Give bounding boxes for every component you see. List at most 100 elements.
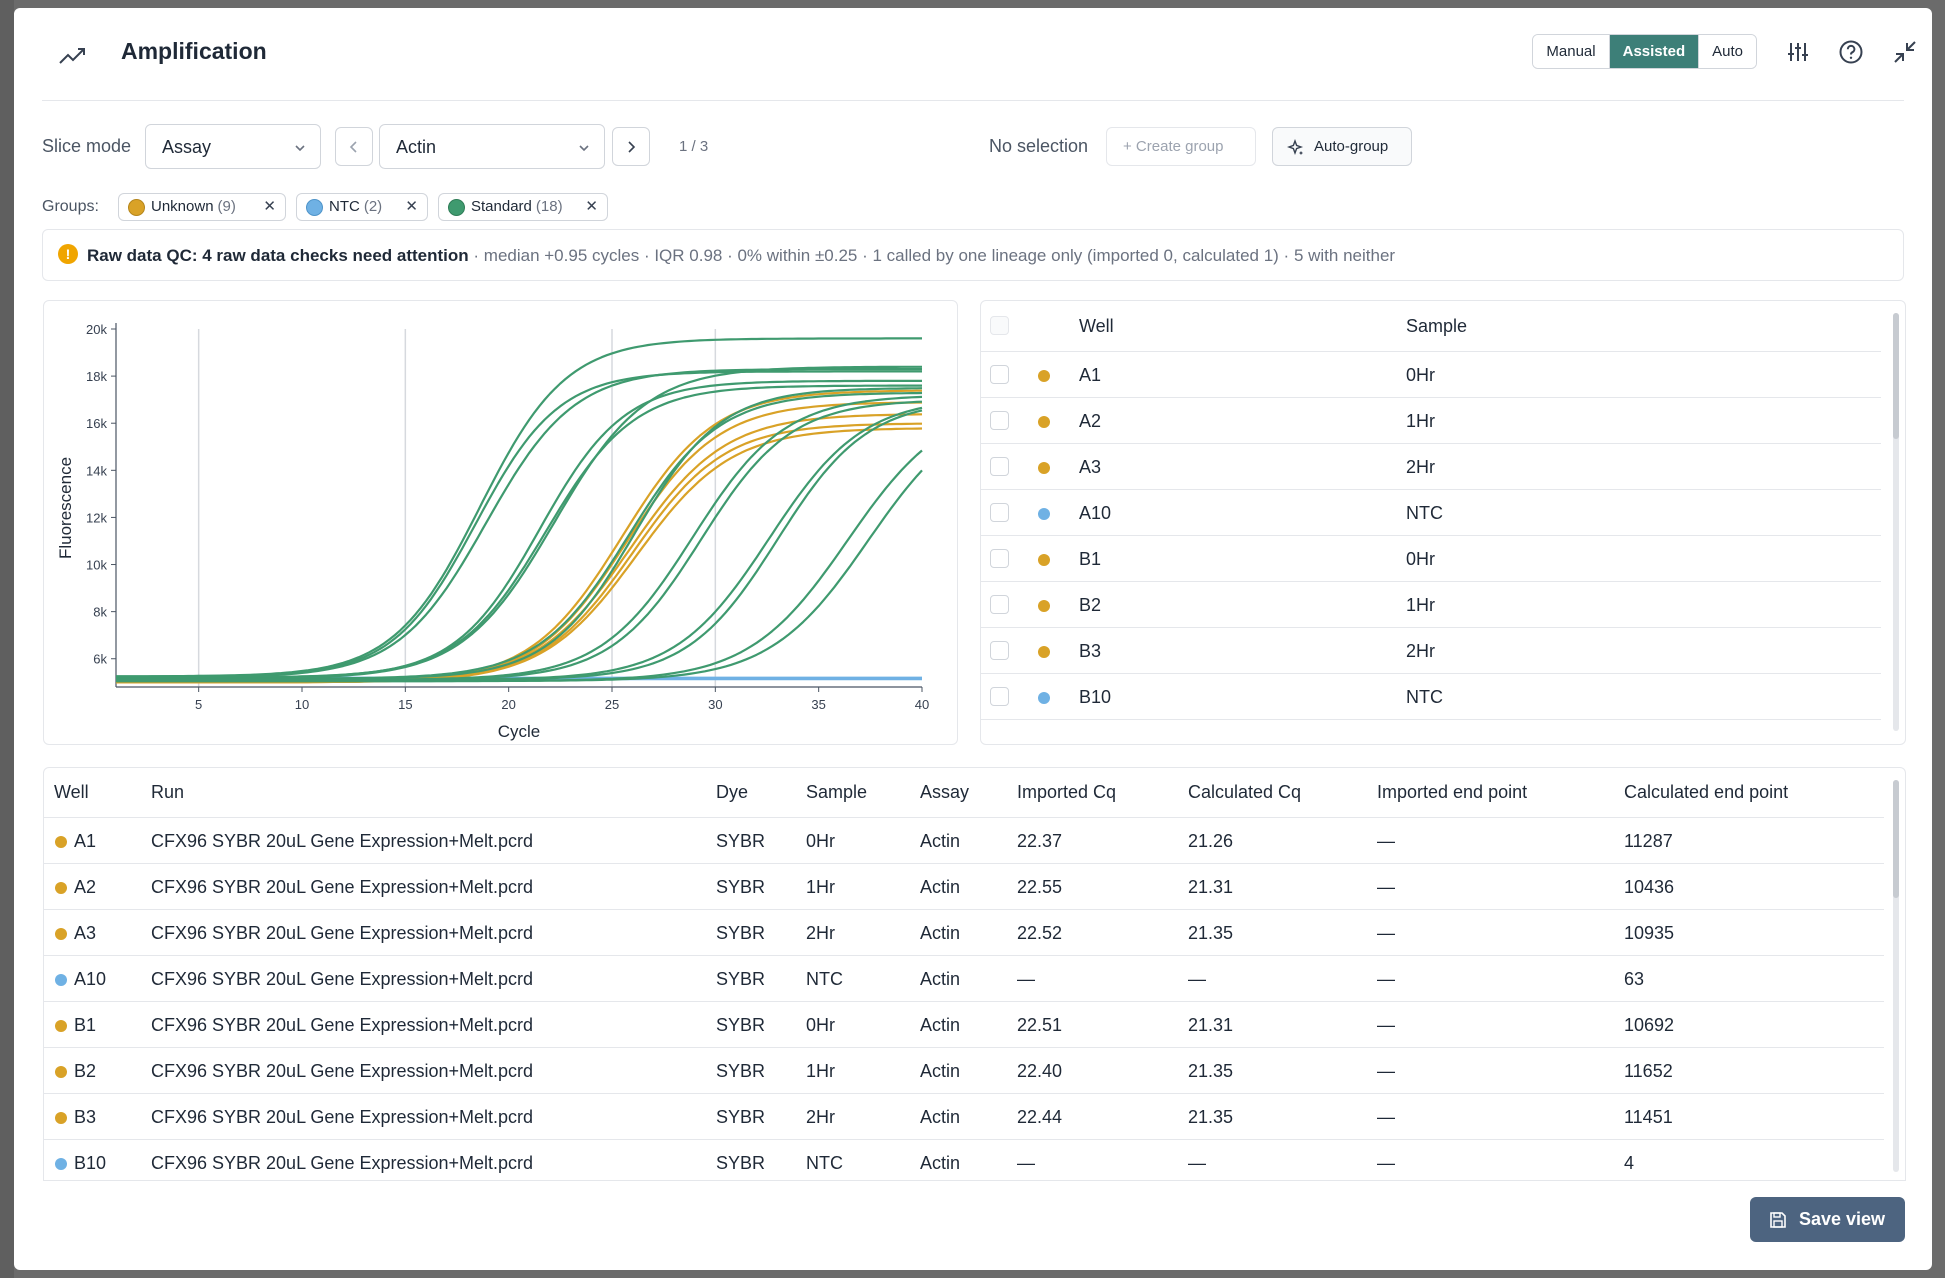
assay-value: Actin: [396, 137, 437, 157]
row-checkbox[interactable]: [990, 687, 1009, 706]
sample: NTC: [806, 969, 843, 989]
well-list-scrollbar[interactable]: [1893, 313, 1899, 731]
table-row[interactable]: A10 CFX96 SYBR 20uL Gene Expression+Melt.…: [44, 956, 1884, 1002]
table-row[interactable]: A1 CFX96 SYBR 20uL Gene Expression+Melt.p…: [44, 818, 1884, 864]
table-row[interactable]: B10 CFX96 SYBR 20uL Gene Expression+Melt.…: [44, 1140, 1884, 1180]
column-header-well: Well: [1079, 316, 1114, 336]
well-list-row[interactable]: B3 2Hr: [981, 628, 1881, 674]
group-chip-standard[interactable]: Standard (18) ✕: [438, 193, 608, 221]
help-icon[interactable]: [1838, 39, 1864, 65]
well-id: A10: [1079, 503, 1112, 523]
row-checkbox[interactable]: [990, 503, 1009, 522]
close-icon[interactable]: ✕: [405, 198, 418, 215]
dye: SYBR: [716, 831, 766, 851]
run-name: CFX96 SYBR 20uL Gene Expression+Melt.pcr…: [151, 1015, 534, 1035]
column-header-calculated-end-point[interactable]: Calculated end point: [1624, 782, 1789, 802]
dialog-header: Amplification Manual Assisted Auto: [42, 8, 1916, 101]
table-row[interactable]: B3 CFX96 SYBR 20uL Gene Expression+Melt.p…: [44, 1094, 1884, 1140]
column-header-sample[interactable]: Sample: [806, 782, 868, 802]
well-list-row[interactable]: A1 0Hr: [981, 352, 1881, 398]
sample: 1Hr: [806, 877, 836, 897]
column-header-sample: Sample: [1406, 316, 1468, 336]
well-id: A2: [74, 877, 97, 897]
amplification-curve-standard: [116, 387, 923, 680]
minimize-icon[interactable]: [1892, 39, 1918, 65]
mode-manual-button[interactable]: Manual: [1533, 35, 1610, 68]
dye: SYBR: [716, 923, 766, 943]
previous-assay-button[interactable]: [335, 127, 373, 166]
close-icon[interactable]: ✕: [585, 198, 598, 215]
column-header-run[interactable]: Run: [151, 782, 185, 802]
column-header-dye[interactable]: Dye: [716, 782, 749, 802]
run-name: CFX96 SYBR 20uL Gene Expression+Melt.pcr…: [151, 877, 534, 897]
next-assay-button[interactable]: [612, 127, 650, 166]
well-list-row[interactable]: A2 1Hr: [981, 398, 1881, 444]
chevron-down-icon: [295, 145, 305, 152]
table-row[interactable]: B2 CFX96 SYBR 20uL Gene Expression+Melt.p…: [44, 1048, 1884, 1094]
imported-cq: —: [1017, 1153, 1035, 1173]
calculated-cq: 21.31: [1188, 877, 1234, 897]
row-checkbox[interactable]: [990, 365, 1009, 384]
well-list-row[interactable]: B10 NTC: [981, 674, 1881, 720]
row-checkbox[interactable]: [990, 457, 1009, 476]
chevron-down-icon: [579, 145, 589, 152]
table-row[interactable]: A2 CFX96 SYBR 20uL Gene Expression+Melt.p…: [44, 864, 1884, 910]
close-icon[interactable]: ✕: [263, 198, 276, 215]
well-list-row[interactable]: A10 NTC: [981, 490, 1881, 536]
column-header-imported-end-point[interactable]: Imported end point: [1377, 782, 1528, 802]
sample-name: NTC: [1406, 687, 1443, 707]
group-color-dot: [1038, 462, 1050, 474]
select-all-checkbox[interactable]: [990, 316, 1009, 335]
calculated-cq: 21.35: [1188, 923, 1234, 943]
dye: SYBR: [716, 1153, 766, 1173]
y-tick-label: 12k: [86, 510, 107, 525]
results-table-scrollbar[interactable]: [1893, 780, 1899, 1172]
group-chip-ntc[interactable]: NTC (2) ✕: [296, 193, 428, 221]
sample: 2Hr: [806, 1107, 836, 1127]
create-group-button[interactable]: + Create group: [1106, 127, 1256, 166]
save-view-button[interactable]: Save view: [1750, 1197, 1905, 1242]
results-table-scrollbar-thumb[interactable]: [1893, 780, 1899, 898]
imported-end-point: —: [1377, 1107, 1395, 1127]
y-tick-label: 10k: [86, 558, 107, 573]
column-header-calculated-cq[interactable]: Calculated Cq: [1188, 782, 1302, 802]
well-list-row[interactable]: B1 0Hr: [981, 536, 1881, 582]
group-color-dot: [1038, 370, 1050, 382]
amplification-chart[interactable]: 5 10 15 20 25 30 35 40 6k 8k 10k 12k 14k 16k 18k 20k Cyc…: [44, 301, 959, 746]
well-id: A2: [1079, 411, 1102, 431]
results-table-header: Well Run Dye Sample Assay Imported Cq Ca…: [44, 768, 1884, 818]
auto-group-button[interactable]: Auto-group: [1272, 127, 1412, 166]
row-checkbox[interactable]: [990, 641, 1009, 660]
assay-select[interactable]: Actin: [379, 124, 605, 169]
row-checkbox[interactable]: [990, 411, 1009, 430]
well-id: B2: [1079, 595, 1102, 615]
slice-mode-select[interactable]: Assay: [145, 124, 321, 169]
column-header-assay[interactable]: Assay: [920, 782, 970, 802]
row-checkbox[interactable]: [990, 549, 1009, 568]
mode-auto-button[interactable]: Auto: [1699, 35, 1756, 68]
sample: 0Hr: [806, 1015, 836, 1035]
mode-assisted-button[interactable]: Assisted: [1609, 35, 1700, 68]
group-chip-unknown[interactable]: Unknown (9) ✕: [118, 193, 286, 221]
amplification-curve-unknown: [116, 401, 922, 684]
well-list-row[interactable]: B2 1Hr: [981, 582, 1881, 628]
column-header-well[interactable]: Well: [54, 782, 89, 802]
selection-status: No selection: [989, 136, 1089, 156]
well-list-row[interactable]: A3 2Hr: [981, 444, 1881, 490]
calculated-cq: 21.35: [1188, 1107, 1234, 1127]
imported-cq: 22.44: [1017, 1107, 1063, 1127]
well-list-scrollbar-thumb[interactable]: [1893, 313, 1899, 439]
assay: Actin: [920, 831, 961, 851]
slice-mode-value: Assay: [162, 137, 212, 157]
column-header-imported-cq[interactable]: Imported Cq: [1017, 782, 1117, 802]
row-checkbox[interactable]: [990, 595, 1009, 614]
warning-icon: !: [58, 244, 78, 264]
y-tick-label: 6k: [93, 652, 107, 667]
sliders-icon[interactable]: [1785, 39, 1811, 65]
well-id: A1: [74, 831, 97, 851]
group-count: (2): [363, 198, 383, 215]
well-id: B3: [74, 1107, 97, 1127]
y-tick-label: 16k: [86, 416, 107, 431]
table-row[interactable]: B1 CFX96 SYBR 20uL Gene Expression+Melt.p…: [44, 1002, 1884, 1048]
table-row[interactable]: A3 CFX96 SYBR 20uL Gene Expression+Melt.p…: [44, 910, 1884, 956]
